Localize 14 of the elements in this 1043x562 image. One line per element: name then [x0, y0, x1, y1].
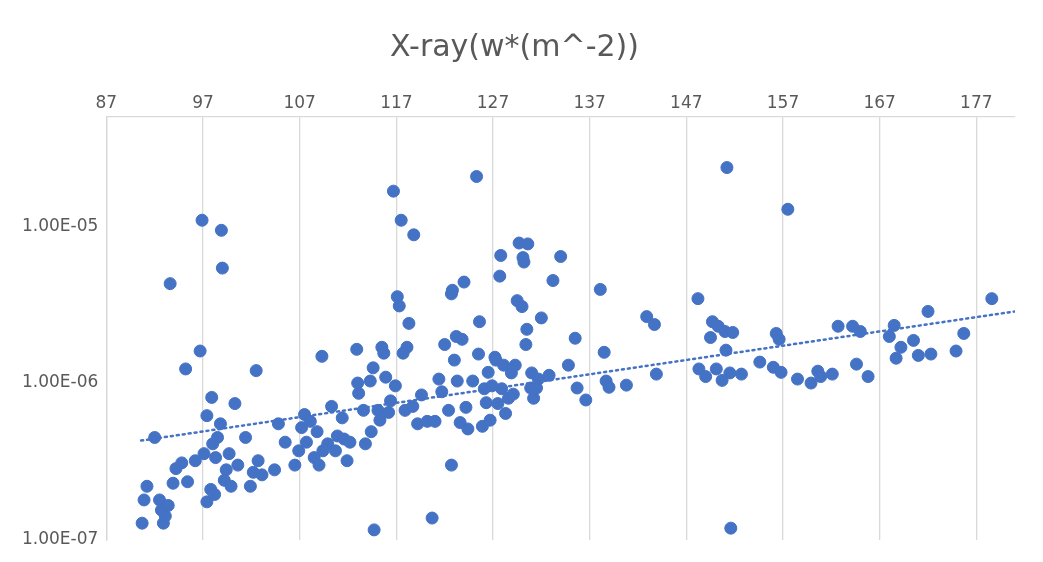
y-tick-label: 1.00E-05 [22, 214, 99, 235]
x-tick-label: 157 [766, 91, 800, 112]
x-tick-label: 177 [960, 91, 993, 112]
x-tick-label: 147 [670, 91, 703, 112]
chart-title: X-ray(w*(m^-2)) [390, 27, 639, 63]
x-tick-label: 167 [863, 91, 896, 112]
x-tick-label: 87 [95, 91, 118, 112]
x-tick-label: 97 [192, 91, 214, 112]
x-tick-label: 137 [573, 91, 606, 112]
x-tick-label: 107 [283, 91, 316, 112]
y-tick-label: 1.00E-06 [22, 371, 99, 392]
y-tick-label: 1.00E-07 [22, 528, 99, 549]
x-tick-label: 127 [476, 91, 510, 112]
x-tick-label: 117 [380, 91, 413, 112]
